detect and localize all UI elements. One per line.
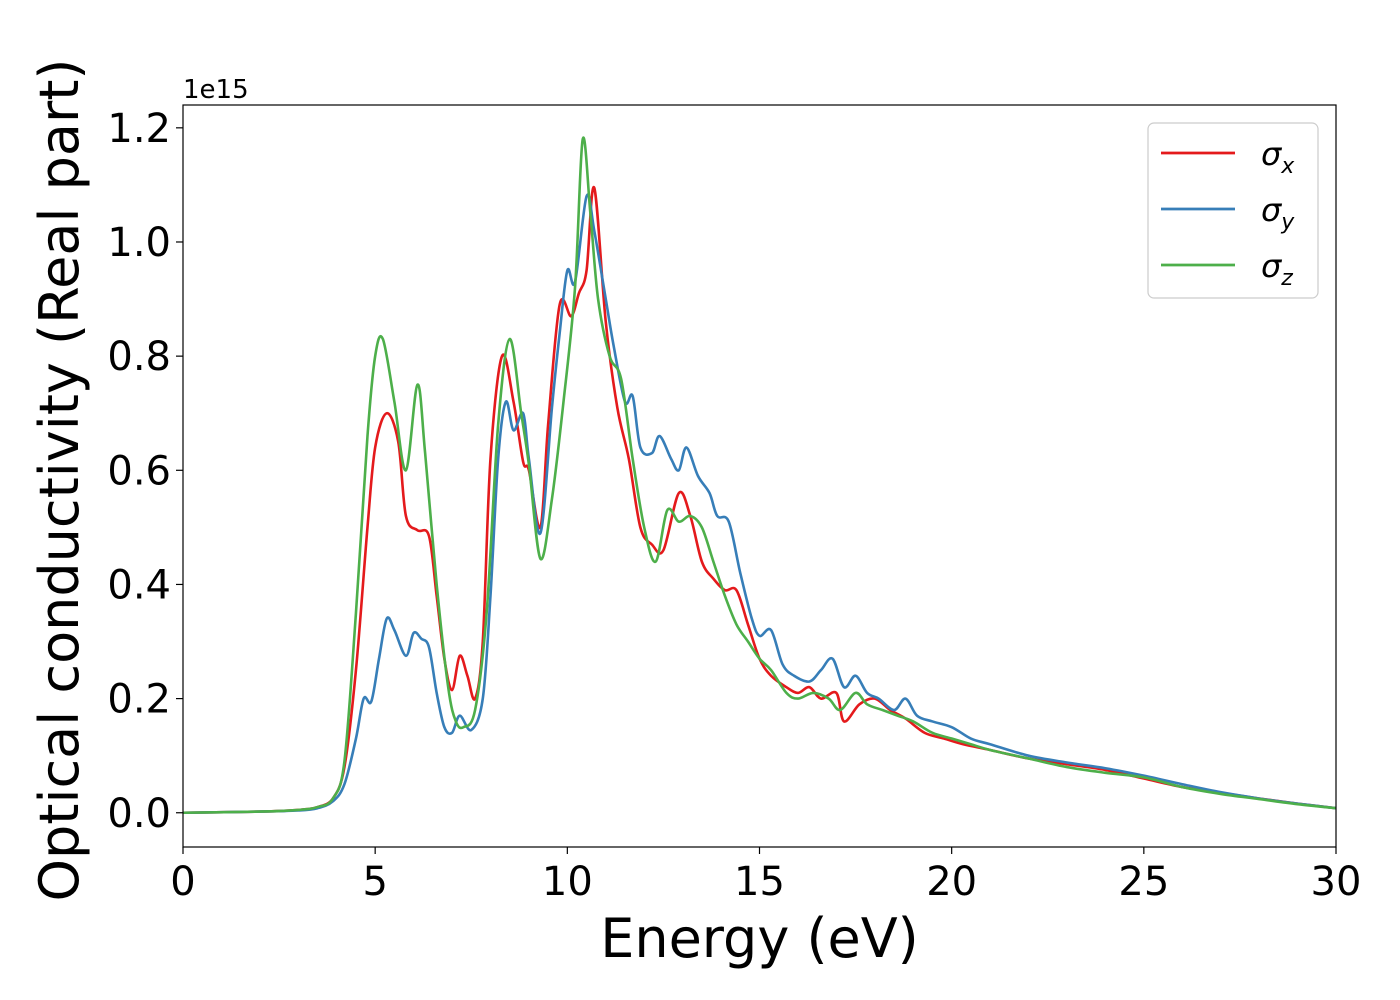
legend-box bbox=[1147, 122, 1319, 299]
y-tick-label: 0.2 bbox=[107, 677, 171, 723]
y-axis: 0.0 0.2 0.4 0.6 0.8 1.0 1.2 bbox=[107, 106, 183, 837]
y-tick-label: 0.8 bbox=[107, 334, 171, 380]
x-axis-title: Energy (eV) bbox=[600, 907, 919, 970]
y-tick-label: 0.0 bbox=[107, 791, 171, 837]
series-line-sigma-z bbox=[182, 136, 1337, 815]
series-line-sigma-y bbox=[182, 193, 1337, 815]
y-axis-offset-label: 1e15 bbox=[183, 75, 249, 105]
x-tick-label: 10 bbox=[542, 859, 593, 905]
series-layer bbox=[182, 136, 1337, 815]
y-axis-title: Optical conductivity (Real part) bbox=[28, 59, 91, 902]
legend-label-sigma-z: σz bbox=[1261, 247, 1293, 291]
x-tick-label: 0 bbox=[170, 859, 195, 905]
y-tick-label: 1.2 bbox=[107, 106, 171, 152]
x-tick-label: 25 bbox=[1118, 859, 1169, 905]
y-tick-label: 1.0 bbox=[107, 220, 171, 266]
x-tick-label: 5 bbox=[362, 859, 387, 905]
y-tick-label: 0.4 bbox=[107, 562, 171, 608]
x-tick-label: 15 bbox=[734, 859, 785, 905]
y-tick-label: 0.6 bbox=[107, 448, 171, 494]
x-axis: 0 5 10 15 20 25 30 bbox=[170, 847, 1361, 905]
x-tick-label: 20 bbox=[926, 859, 977, 905]
x-tick-label: 30 bbox=[1311, 859, 1362, 905]
